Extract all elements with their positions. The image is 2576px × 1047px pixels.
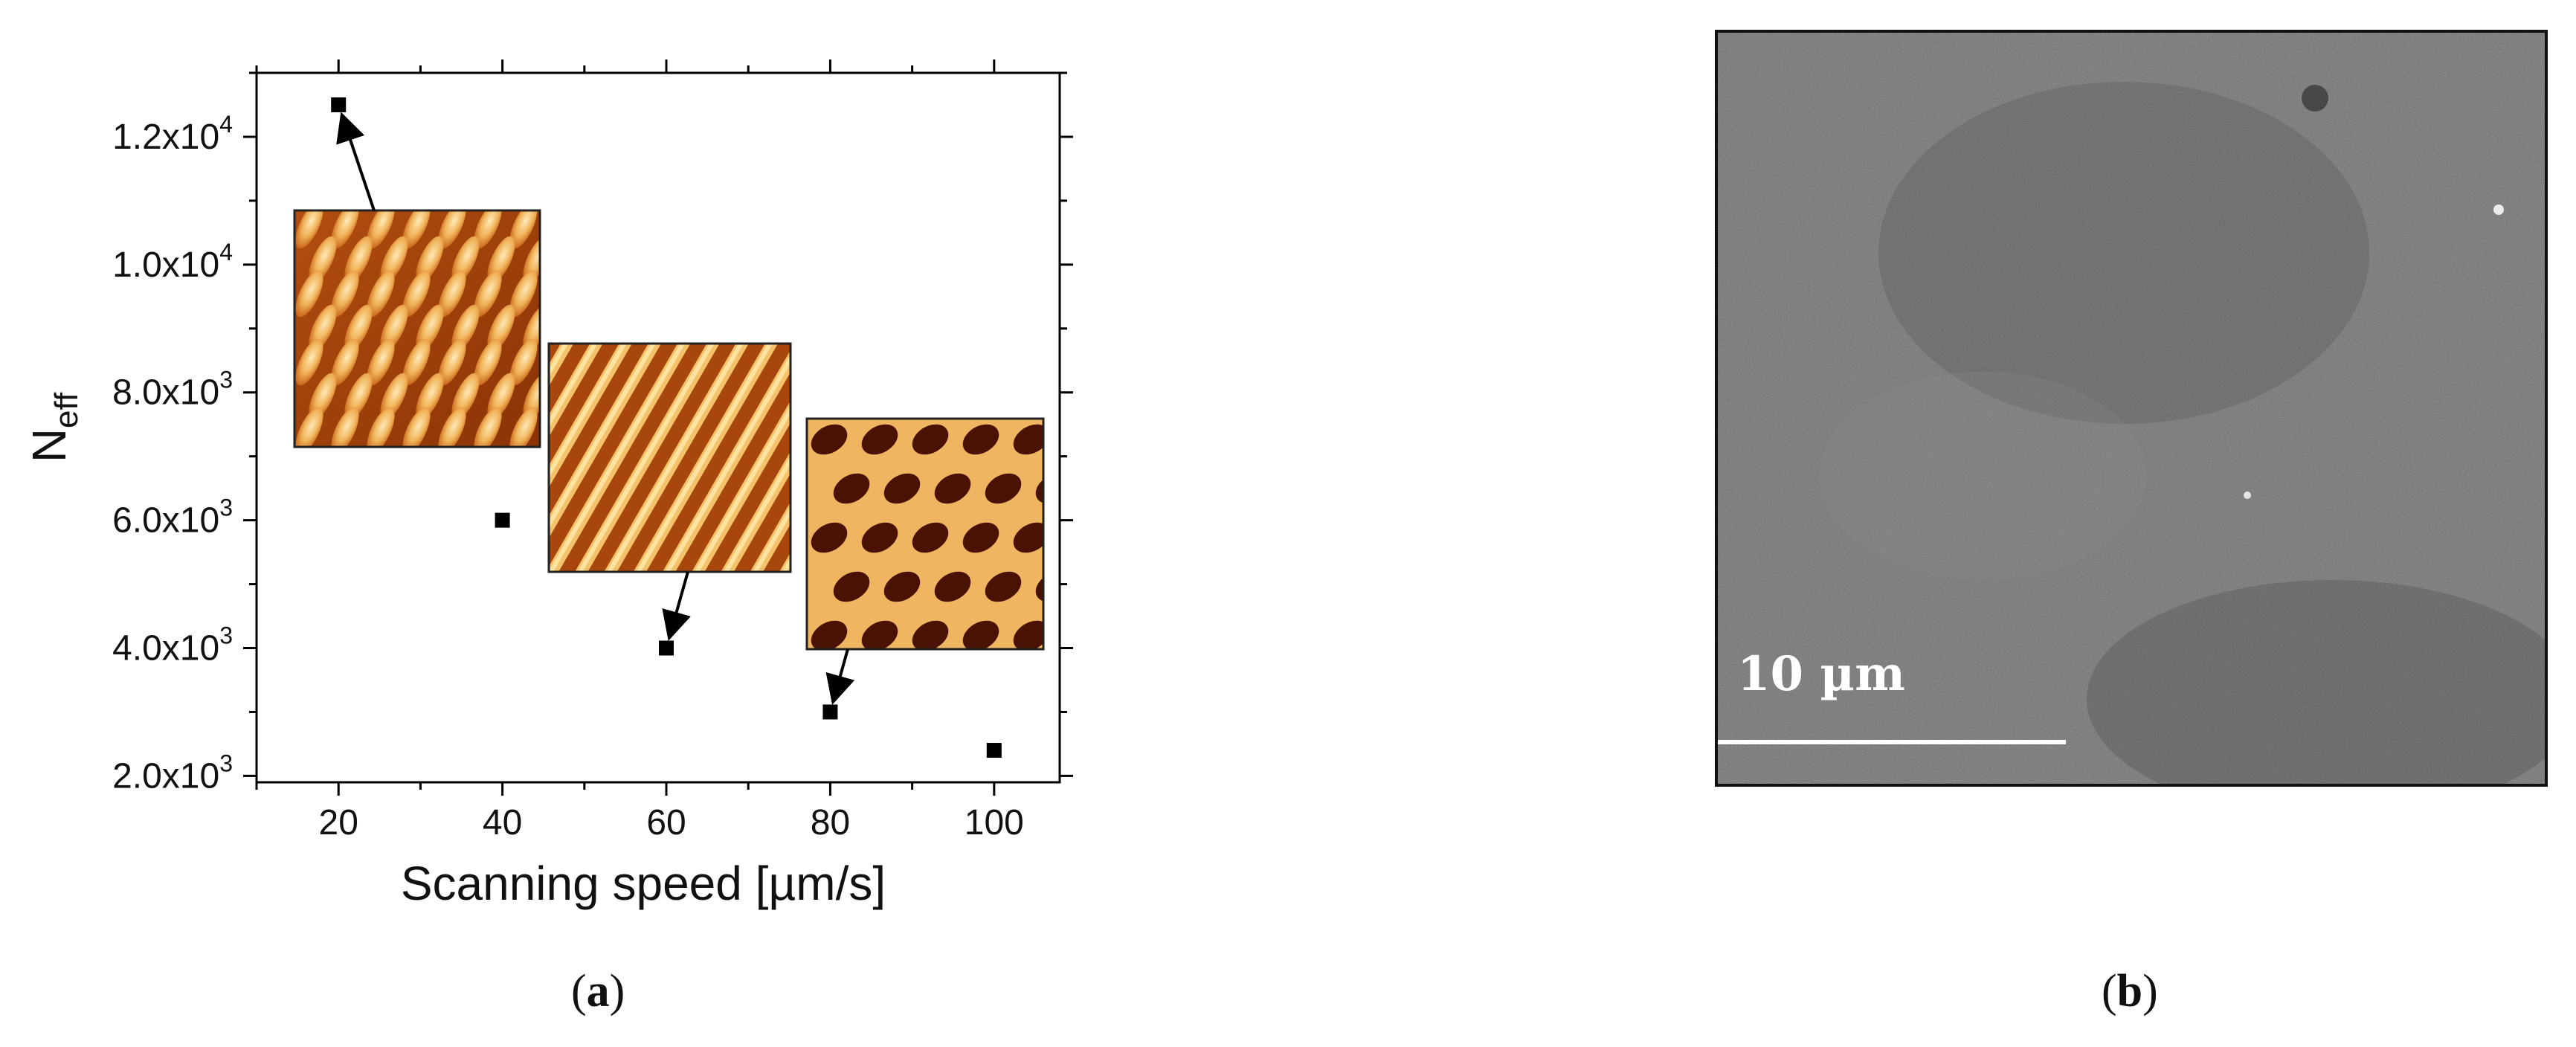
data-point: [822, 704, 838, 720]
panel-label-a: (a): [571, 966, 625, 1017]
afm-inset-20-frame: [293, 209, 541, 448]
y-tick-label: 2.0x103: [112, 750, 233, 796]
scale-bar-label: 10 µm: [1737, 646, 1905, 702]
y-tick-label: 6.0x103: [112, 494, 233, 541]
x-tick-label: 100: [965, 803, 1024, 843]
y-tick-label: 8.0x103: [112, 367, 233, 413]
afm-inset-60-frame: [547, 342, 792, 573]
x-tick-label: 80: [811, 803, 850, 843]
data-point: [986, 743, 1002, 758]
sem-image-panel: 10 µm: [1715, 30, 2576, 818]
sem-dark-defect: [2302, 85, 2328, 112]
afm-inset-80-frame: [805, 417, 1045, 651]
afm-inset-20-image: [294, 210, 540, 447]
x-axis-label: Scanning speed [µm/s]: [401, 857, 886, 910]
x-tick-label: 60: [646, 803, 686, 843]
data-point: [495, 512, 510, 528]
afm-inset-80-image: [807, 419, 1043, 649]
data-point: [331, 97, 347, 112]
inset-arrow: [662, 571, 691, 641]
afm-inset-60: [547, 342, 792, 641]
data-point: [659, 640, 674, 656]
afm-inset-20: [293, 112, 541, 448]
inset-arrow: [336, 112, 376, 211]
sem-image: 10 µm: [1715, 30, 2576, 818]
x-tick-label: 40: [483, 803, 522, 843]
y-tick-label: 4.0x103: [112, 622, 233, 669]
inset-arrow: [825, 648, 855, 705]
plot-frame: [255, 71, 1061, 784]
x-tick-label: 20: [319, 803, 358, 843]
afm-inset-60-image: [549, 344, 790, 572]
y-axis-label: Neff: [22, 392, 85, 463]
y-tick-label: 1.0x104: [112, 239, 233, 285]
panel-label-b: (b): [2102, 966, 2158, 1017]
afm-inset-80: [805, 417, 1045, 705]
y-tick-label: 1.2x104: [112, 111, 233, 157]
